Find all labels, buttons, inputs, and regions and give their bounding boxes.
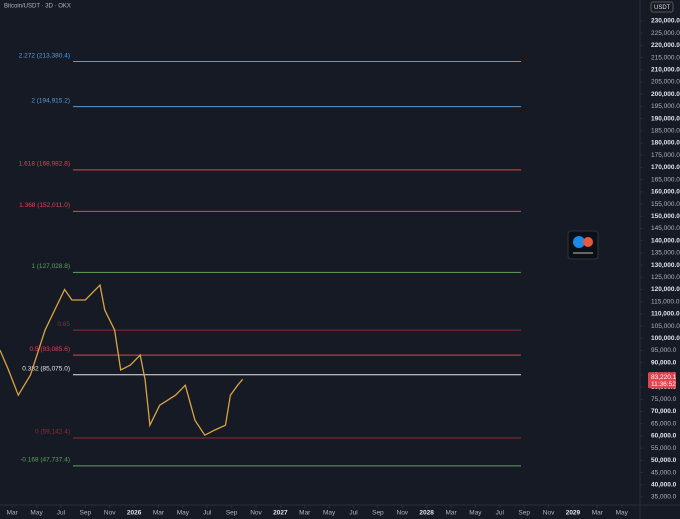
y-tick-label: 165,000.0	[651, 176, 680, 183]
x-tick-label: Sep	[80, 510, 92, 517]
x-tick-label: 2028	[419, 510, 434, 517]
currency-box	[650, 1, 674, 13]
y-tick-label: 105,000.0	[651, 323, 680, 330]
y-tick-label: 55,000.0	[651, 445, 677, 452]
x-tick-label: May	[177, 510, 190, 517]
y-tick-label: 120,000.0	[651, 286, 680, 293]
x-tick-label: Mar	[299, 510, 311, 517]
x-tick-label: Sep	[372, 510, 384, 517]
fib-label: 0.5 (93,085.6)	[30, 346, 70, 353]
y-tick-label: 35,000.0	[651, 494, 677, 501]
y-tick-label: 40,000.0	[651, 481, 677, 488]
price-line	[0, 283, 244, 437]
fib-label: 1 (127,028.8)	[31, 263, 70, 270]
y-tick-label: 230,000.0	[651, 18, 680, 25]
y-tick-label: 50,000.0	[651, 457, 677, 464]
y-tick-label: 100,000.0	[651, 335, 680, 342]
x-tick-label: Jul	[349, 510, 358, 517]
y-tick-label: 220,000.0	[651, 42, 680, 49]
x-tick-label: 2026	[127, 510, 142, 517]
fib-label: 0 (59,142.4)	[35, 429, 70, 436]
x-tick-label: Sep	[226, 510, 238, 517]
y-tick-label: 195,000.0	[651, 103, 680, 110]
last-price-label: 83,220.1	[651, 374, 677, 381]
y-tick-label: 140,000.0	[651, 237, 680, 244]
x-tick-label: May	[469, 510, 482, 517]
y-tick-label: 215,000.0	[651, 54, 680, 61]
x-tick-label: Jul	[57, 510, 66, 517]
x-tick-label: May	[30, 510, 43, 517]
chart-title: Bitcoin/USDT · 3D · OKX	[4, 4, 71, 10]
x-tick-label: Sep	[518, 510, 530, 517]
x-tick-label: 2027	[273, 510, 288, 517]
last-price-box	[648, 372, 676, 389]
x-tick-label: Mar	[592, 510, 604, 517]
y-tick-label: 135,000.0	[651, 250, 680, 257]
x-tick-label: May	[323, 510, 336, 517]
x-tick-label: Nov	[250, 510, 262, 517]
y-tick-label: 145,000.0	[651, 225, 680, 232]
y-tick-label: 225,000.0	[651, 30, 680, 37]
y-tick-label: 175,000.0	[651, 152, 680, 159]
y-tick-label: 200,000.0	[651, 91, 680, 98]
y-tick-label: 95,000.0	[651, 347, 677, 354]
x-tick-label: Mar	[7, 510, 19, 517]
x-tick-label: May	[616, 510, 629, 517]
fib-label: 1.368 (152,011.0)	[19, 202, 70, 209]
y-tick-label: 160,000.0	[651, 189, 680, 196]
fib-label: -0.168 (47,737.4)	[20, 457, 70, 464]
fib-label: 0.382 (85,075.0)	[22, 365, 70, 372]
y-tick-label: 65,000.0	[651, 420, 677, 427]
y-tick-label: 170,000.0	[651, 164, 680, 171]
x-tick-label: Nov	[397, 510, 409, 517]
fib-label: 2.272 (213,380.4)	[19, 52, 70, 59]
y-tick-label: 90,000.0	[651, 359, 677, 366]
x-tick-label: Jul	[203, 510, 212, 517]
fib-label: 1.618 (168,982.8)	[19, 161, 70, 168]
x-tick-label: Nov	[104, 510, 116, 517]
y-tick-label: 75,000.0	[651, 396, 677, 403]
y-tick-label: 205,000.0	[651, 79, 680, 86]
y-tick-label: 155,000.0	[651, 201, 680, 208]
y-tick-label: 70,000.0	[651, 408, 677, 415]
x-tick-label: Jul	[496, 510, 505, 517]
y-tick-label: 45,000.0	[651, 469, 677, 476]
currency: USDT	[654, 5, 671, 11]
y-tick-label: 110,000.0	[651, 311, 680, 318]
y-tick-label: 180,000.0	[651, 140, 680, 147]
logo	[567, 230, 599, 260]
countdown: 11:36:52	[651, 381, 676, 388]
y-tick-label: 130,000.0	[651, 262, 680, 269]
y-tick-label: 185,000.0	[651, 128, 680, 135]
y-tick-label: 125,000.0	[651, 274, 680, 281]
x-tick-label: Mar	[445, 510, 457, 517]
y-tick-label: 115,000.0	[651, 298, 680, 305]
y-tick-label: 60,000.0	[651, 433, 677, 440]
fib-label: 0.65	[57, 321, 70, 328]
x-tick-label: 2029	[566, 510, 581, 517]
y-tick-label: 190,000.0	[651, 115, 680, 122]
y-tick-label: 150,000.0	[651, 213, 680, 220]
x-tick-label: Mar	[153, 510, 165, 517]
y-tick-label: 210,000.0	[651, 67, 680, 74]
fib-label: 2 (194,915.2)	[31, 97, 70, 104]
x-tick-label: Nov	[543, 510, 555, 517]
